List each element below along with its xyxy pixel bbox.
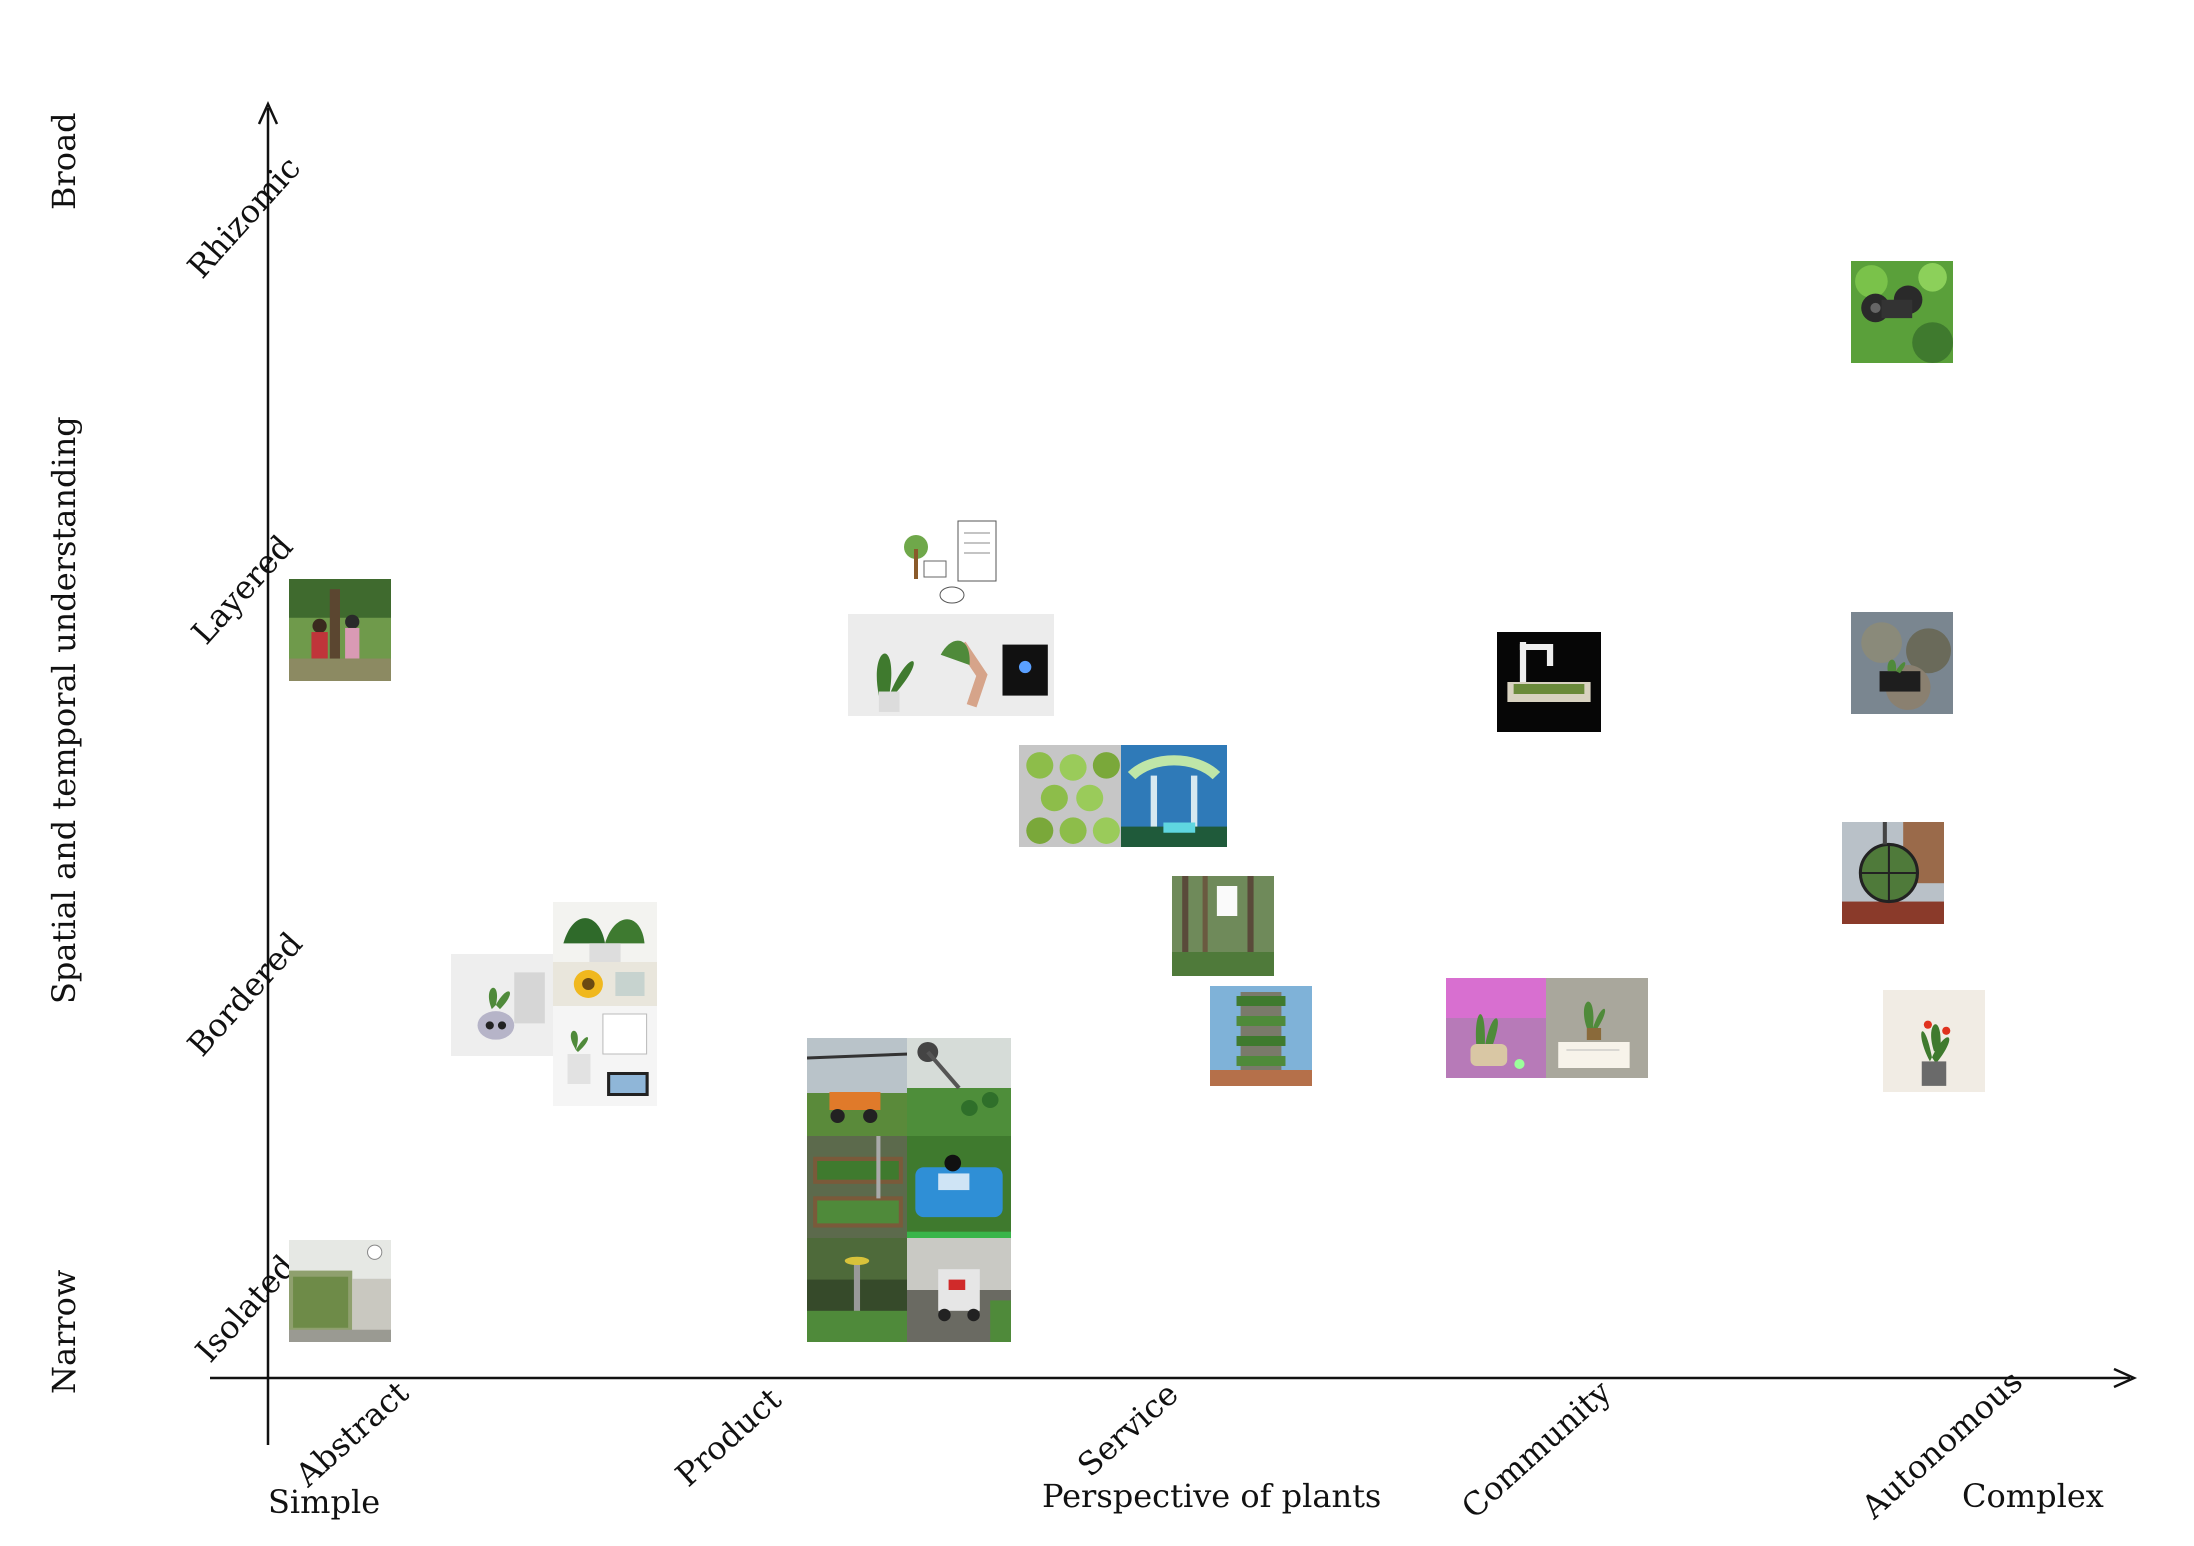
thumb-greenhouse-arm (907, 1038, 1011, 1138)
thumb-houseplant (553, 902, 657, 964)
thumb-plant-laptop (553, 1006, 657, 1106)
y-axis-title: Spatial and temporal understanding (45, 416, 83, 1004)
thumb-sphere-frame (1842, 822, 1944, 924)
x-axis-start-label: Simple (268, 1483, 381, 1521)
thumb-potted-flower (1883, 990, 1985, 1092)
thumb-pot-robot (451, 954, 553, 1056)
y-axis-end-label: Broad (45, 112, 83, 210)
thumb-plant-card (1546, 978, 1648, 1078)
thumb-blue-device (907, 1136, 1011, 1240)
thumb-foliage-robot (1851, 261, 1953, 363)
thumb-building-facade (289, 1240, 391, 1342)
thumb-sunflower-display (553, 962, 657, 1008)
thumb-cart-robot (907, 1238, 1011, 1342)
thumb-tree-sketch (896, 515, 1006, 611)
thumb-forest-sign (1172, 876, 1274, 976)
thumb-field-robot (807, 1038, 909, 1138)
thumb-people-at-tree (289, 579, 391, 681)
thumb-plant-touch (848, 614, 1054, 716)
thumb-robot-arm-plant (1497, 632, 1601, 732)
thumb-vertical-forest (1210, 986, 1312, 1086)
x-axis-end-label: Complex (1962, 1477, 2104, 1515)
x-axis-title: Perspective of plants (1042, 1477, 1382, 1515)
x-axis-arrowhead (2113, 1367, 2138, 1389)
y-axis-arrowhead (257, 100, 279, 125)
y-axis-start-label: Narrow (45, 1269, 83, 1394)
thumb-garden-sensor (807, 1238, 909, 1342)
thumb-green-pods (1019, 745, 1123, 847)
thumb-canopy-structure (1121, 745, 1227, 847)
thumb-rock-robot (1851, 612, 1953, 714)
thumb-glowing-plant (1446, 978, 1548, 1078)
thumb-raised-beds (807, 1136, 909, 1240)
